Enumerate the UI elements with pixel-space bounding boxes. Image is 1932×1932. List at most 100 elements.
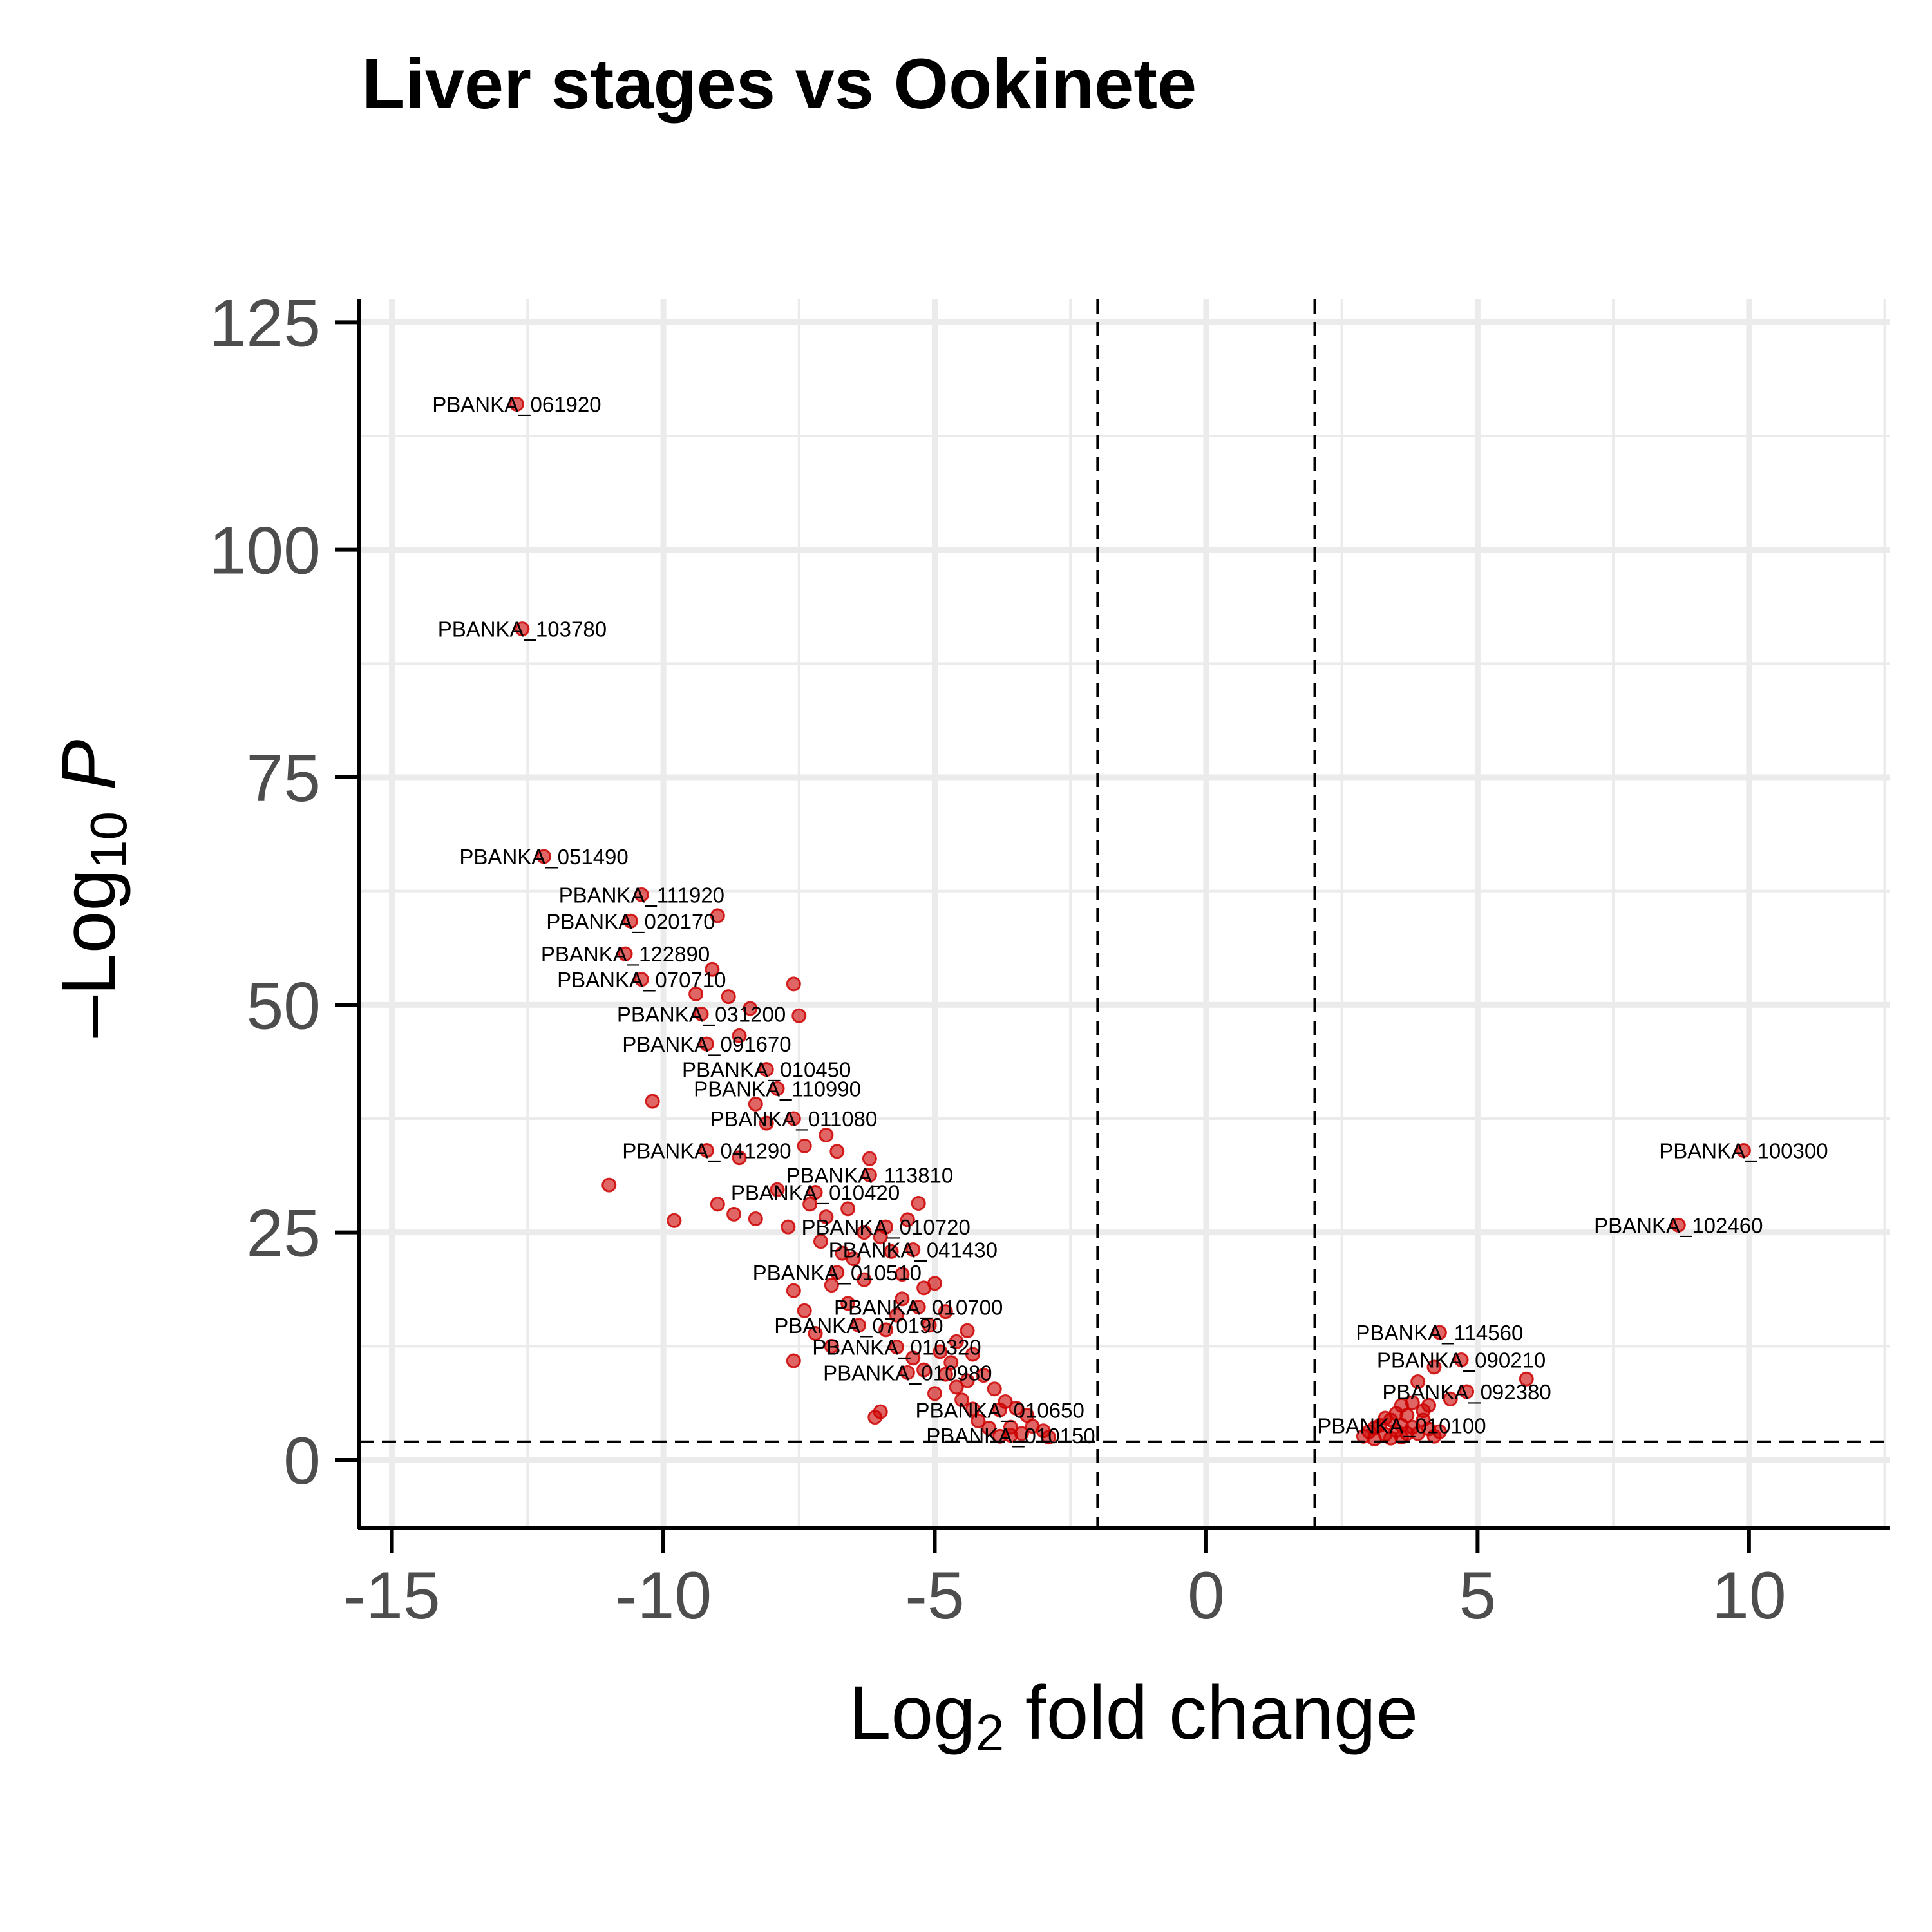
data-point: [1432, 1424, 1447, 1439]
point-label: PBANKA_010980: [823, 1361, 992, 1385]
data-point: [960, 1323, 975, 1338]
data-point-labeled: [1454, 1352, 1469, 1368]
data-point: [1416, 1412, 1431, 1428]
data-point-labeled: [770, 1081, 785, 1096]
point-label: PBANKA_011080: [710, 1107, 877, 1131]
data-point-labeled: [900, 1365, 915, 1380]
point-label: PBANKA_091670: [622, 1032, 791, 1056]
data-point-labeled: [878, 1219, 894, 1235]
point-label: PBANKA_010650: [915, 1398, 1084, 1422]
data-point: [705, 961, 720, 977]
y-tick-label: 100: [209, 514, 321, 589]
point-label: PBANKA_070190: [774, 1314, 943, 1338]
data-point: [786, 1353, 801, 1368]
data-point-labeled: [509, 397, 524, 412]
point-labels-layer: PBANKA_061920 PBANKA_103780 PBANKA_051490 P…: [432, 393, 1828, 1448]
data-point-labeled: [829, 1265, 845, 1280]
data-point: [786, 976, 801, 992]
data-point: [1041, 1430, 1056, 1445]
data-point: [732, 1028, 747, 1043]
data-point: [900, 1212, 915, 1227]
data-point: [1421, 1397, 1437, 1413]
point-label: PBANKA_020170: [546, 909, 715, 933]
point-label: PBANKA_010320: [812, 1336, 981, 1359]
point-label: PBANKA_092380: [1382, 1380, 1551, 1404]
data-point: [797, 1303, 812, 1318]
x-tick-label: 0: [1188, 1558, 1225, 1633]
x-tick-label: 10: [1712, 1558, 1786, 1633]
data-point-labeled: [623, 913, 638, 929]
data-point: [1394, 1397, 1409, 1413]
data-point-labeled: [808, 1184, 823, 1200]
x-tick-label: -10: [615, 1558, 712, 1633]
data-point: [960, 1373, 975, 1388]
chart-title: Liver stages vs Ookinete: [362, 44, 1197, 124]
data-point-labeled: [1394, 1417, 1409, 1433]
data-point: [840, 1296, 856, 1311]
point-label: PBANKA_111920: [559, 883, 724, 907]
data-point: [710, 908, 725, 923]
data-point: [721, 989, 736, 1005]
data-point-labeled: [1459, 1384, 1475, 1399]
x-axis-title-base: Log: [849, 1671, 976, 1756]
x-tick-label: -5: [905, 1558, 964, 1633]
data-point: [895, 1267, 910, 1282]
data-point: [987, 1381, 1002, 1397]
data-point: [933, 1344, 948, 1359]
point-label: PBANKA_061920: [432, 393, 601, 417]
data-point: [976, 1368, 991, 1383]
data-point: [949, 1379, 964, 1395]
data-point-labeled: [699, 1142, 714, 1158]
point-label: PBANKA_102460: [1594, 1213, 1763, 1237]
x-axis-title-sub: 2: [976, 1704, 1005, 1761]
point-label: PBANKA_113810: [786, 1164, 953, 1188]
data-point: [889, 1307, 904, 1323]
data-point: [911, 1195, 926, 1211]
data-point-labeled: [759, 1062, 774, 1077]
y-tick-label: 125: [209, 286, 321, 361]
data-point-labeled: [634, 887, 649, 902]
data-point: [949, 1334, 964, 1349]
y-axis-title-rest: P: [46, 740, 131, 812]
data-point: [829, 1144, 845, 1159]
data-point: [732, 1150, 747, 1166]
point-label: PBANKA_041290: [622, 1139, 791, 1162]
data-point: [688, 986, 704, 1001]
data-point: [813, 1234, 828, 1249]
y-axis-title-prefix: –Log: [46, 869, 131, 1038]
data-point: [1410, 1374, 1426, 1389]
data-point-labeled: [862, 1168, 877, 1183]
data-point-labeled: [618, 946, 633, 961]
data-point: [965, 1401, 980, 1417]
data-point: [819, 1209, 834, 1225]
data-point: [857, 1225, 872, 1240]
data-point-labeled: [1003, 1428, 1018, 1443]
point-label: PBANKA_051490: [459, 845, 628, 869]
data-point: [601, 1177, 617, 1193]
point-label: PBANKA_090210: [1377, 1349, 1546, 1372]
y-axis-title: –Log10 P: [46, 740, 137, 1038]
data-point: [965, 1347, 980, 1362]
y-tick-label: 75: [246, 741, 321, 816]
data-point-labeled: [699, 1036, 714, 1052]
data-point-labeled: [694, 1006, 709, 1021]
data-point: [905, 1350, 921, 1366]
y-tick-label: 50: [246, 969, 321, 1043]
data-point: [791, 1008, 807, 1023]
data-point: [726, 1206, 742, 1222]
data-point: [862, 1151, 877, 1166]
data-point-labeled: [1671, 1217, 1686, 1233]
data-point: [840, 1201, 856, 1217]
data-point: [857, 1272, 872, 1287]
point-label: PBANKA_010510: [753, 1261, 922, 1285]
data-point: [645, 1094, 660, 1109]
x-tick-label: -15: [343, 1558, 440, 1633]
point-label: PBANKA_100300: [1659, 1139, 1828, 1162]
point-label: PBANKA_010420: [731, 1180, 900, 1204]
x-axis-title-rest: fold change: [1004, 1671, 1418, 1756]
data-point: [884, 1244, 899, 1259]
data-point: [895, 1291, 910, 1307]
point-label: PBANKA_041430: [829, 1238, 998, 1262]
